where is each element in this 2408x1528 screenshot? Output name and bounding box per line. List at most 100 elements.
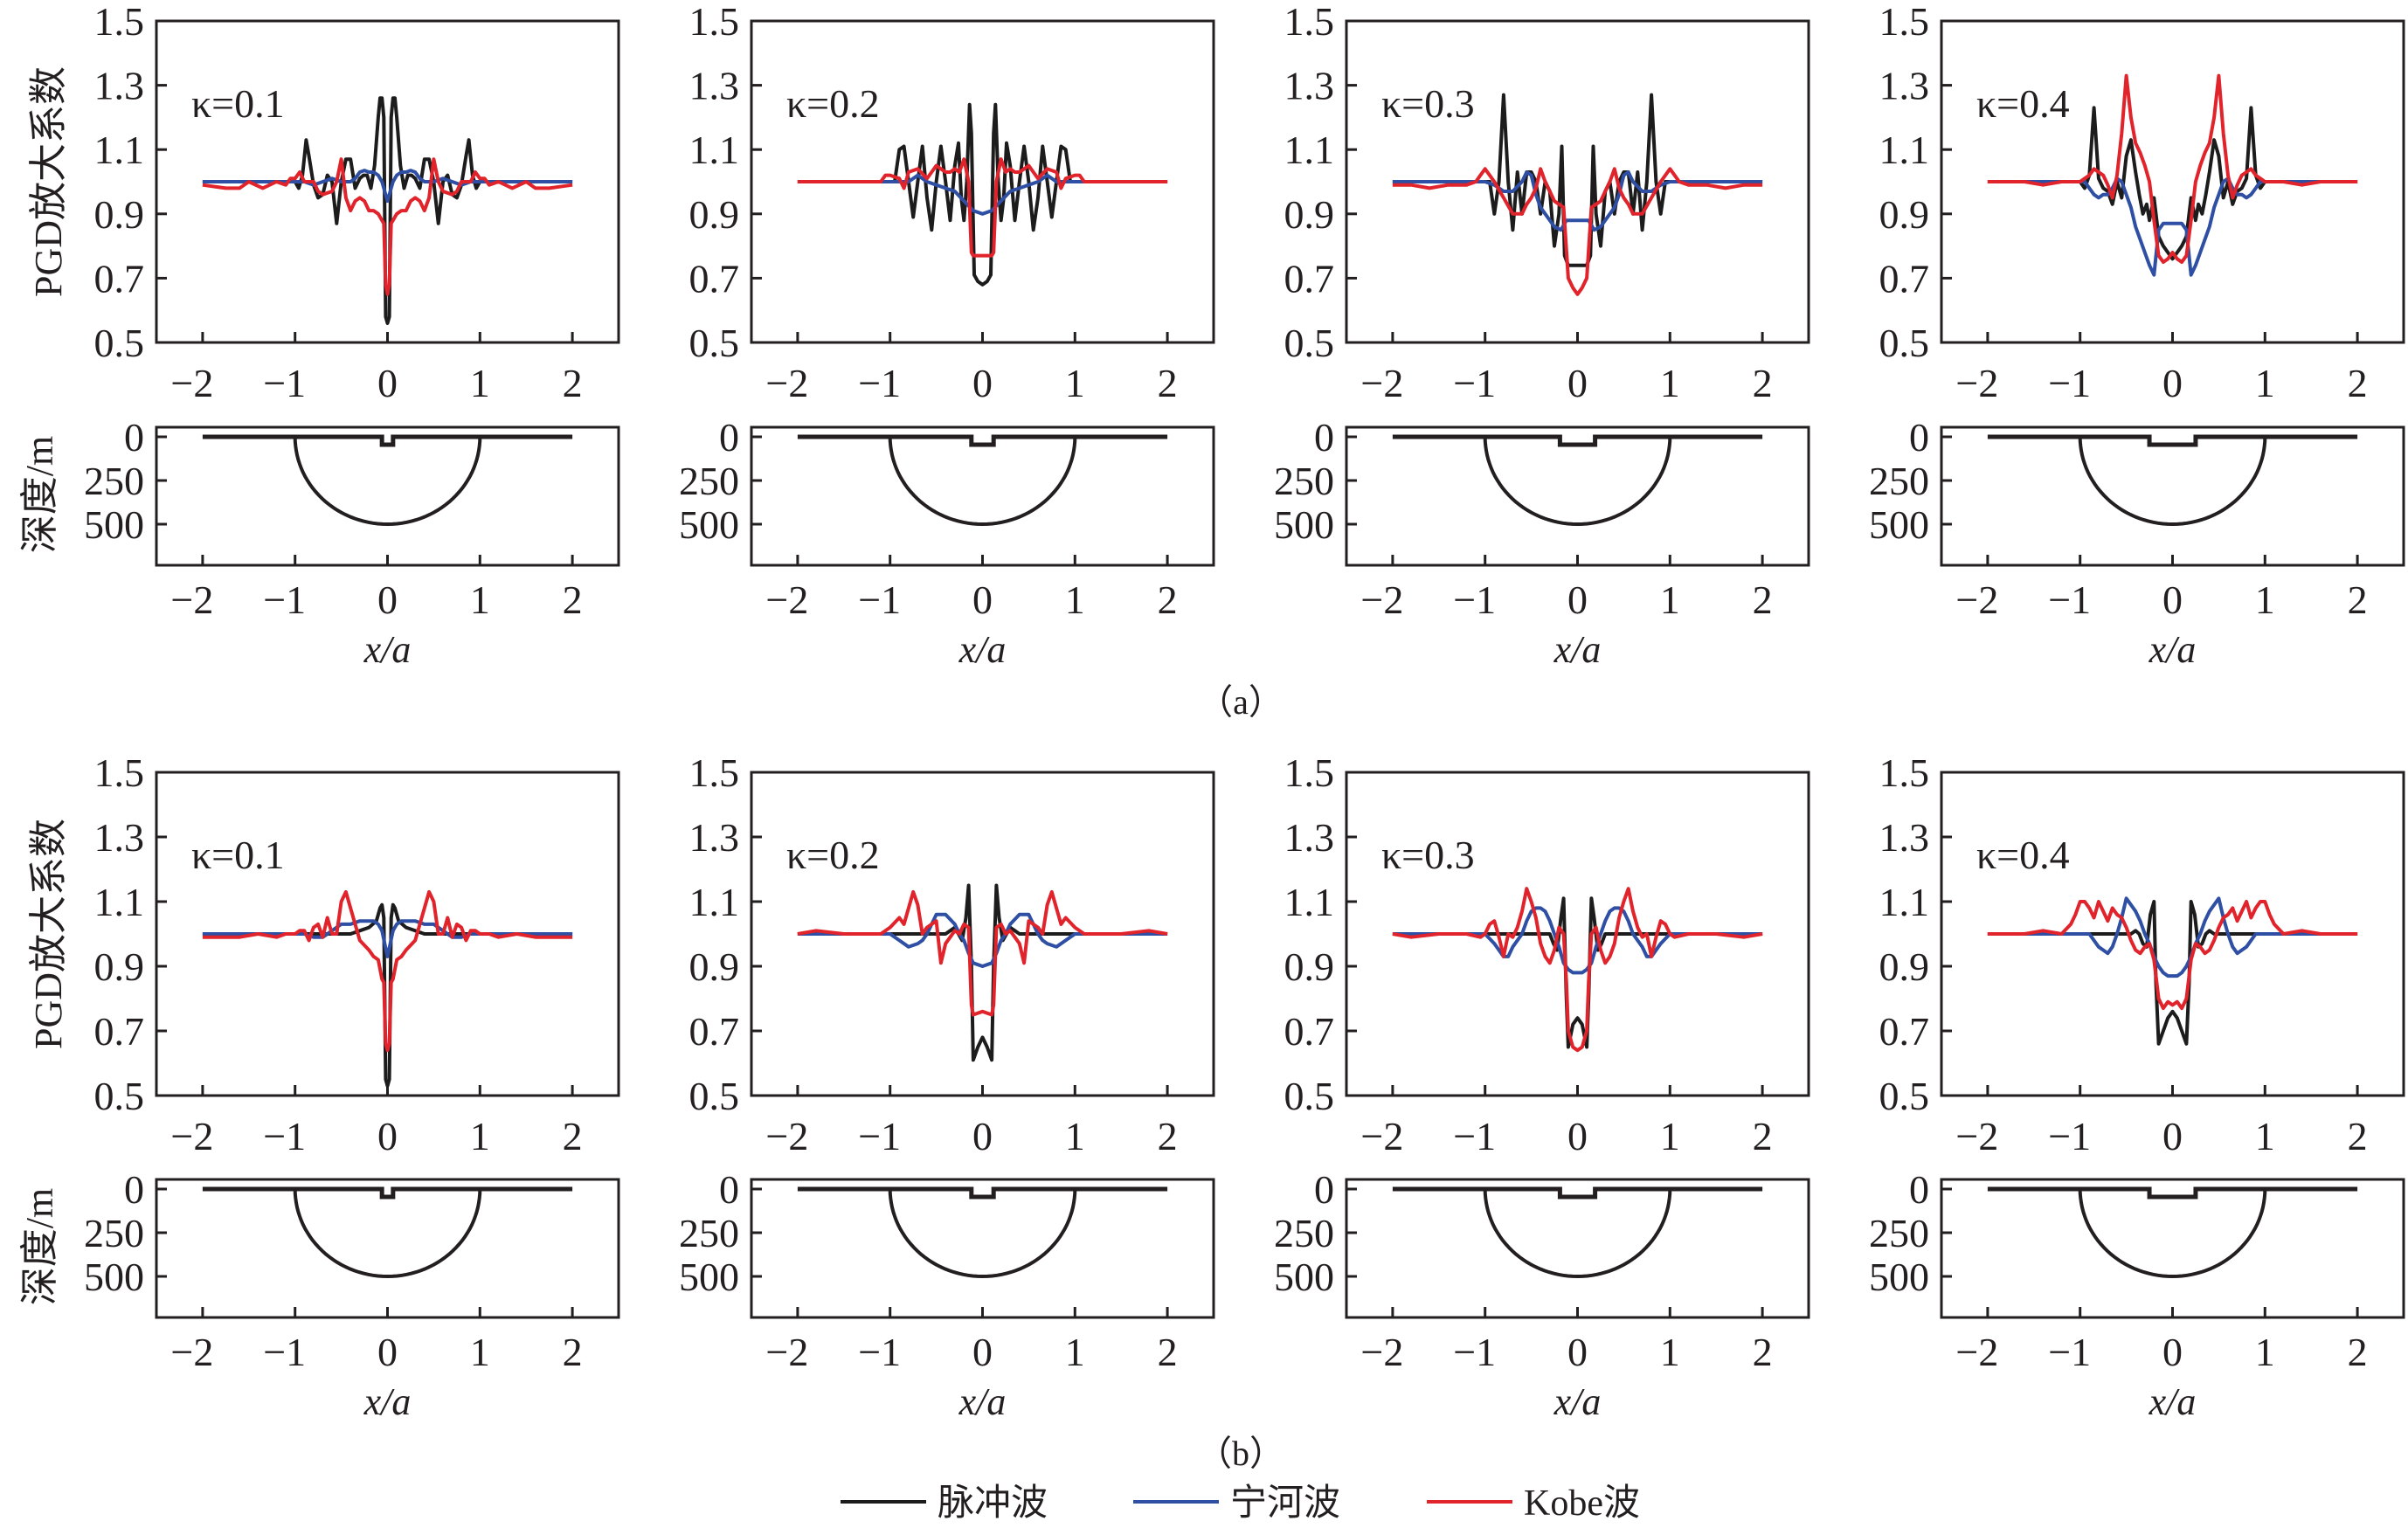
depth-y-tick-label: 250	[1274, 1211, 1334, 1255]
series-line-ninghe	[202, 919, 573, 958]
y-tick-label: 1.3	[94, 64, 145, 108]
series-line-kobe	[202, 157, 573, 296]
series-line-impulse	[1987, 900, 2358, 1046]
y-tick-label: 0.5	[1879, 321, 1930, 365]
y-tick-label: 1.5	[1284, 750, 1335, 795]
depth-x-tick-label: 0	[2162, 577, 2183, 622]
x-tick-label: 0	[972, 361, 993, 405]
panel-b-4: 0.50.70.91.11.31.5−2−2−1−1001122κ=0.4025…	[1869, 750, 2405, 1423]
legend-item-impulse: 脉冲波	[841, 1483, 1048, 1524]
depth-y-tick-label: 500	[1274, 1255, 1334, 1299]
x-axis-title: x/a	[1553, 628, 1602, 671]
x-axis-title: x/a	[2149, 1380, 2197, 1423]
series-line-ninghe	[1392, 906, 1763, 975]
y-tick-label: 0.9	[94, 944, 145, 989]
series-line-impulse	[797, 102, 1168, 287]
legend-item-kobe: Kobe波	[1427, 1483, 1640, 1524]
series-line-ninghe	[202, 169, 573, 204]
y-tick-label: 1.1	[689, 128, 740, 172]
series-line-kobe	[202, 889, 573, 1053]
series-line-ninghe	[1392, 170, 1763, 232]
depth-y-tick-label: 500	[1274, 502, 1334, 547]
x-tick-label: −1	[2048, 1114, 2091, 1158]
x-tick-label: 1	[2255, 361, 2275, 405]
depth-x-tick-label: −2	[170, 577, 213, 622]
y-tick-label: 1.5	[1284, 0, 1335, 44]
x-tick-label: 1	[1065, 361, 1085, 405]
depth-x-tick-label: −1	[263, 1330, 306, 1374]
y-tick-label: 0.5	[1879, 1074, 1930, 1118]
depth-x-tick-label: 1	[2255, 577, 2275, 622]
y-tick-label: 0.9	[1879, 192, 1930, 237]
series-line-ninghe	[797, 173, 1168, 216]
x-axis-title: x/a	[363, 628, 412, 671]
x-tick-label: 2	[1753, 361, 1773, 405]
x-axis-title: x/a	[958, 628, 1007, 671]
y-tick-label: 1.3	[1284, 64, 1335, 108]
depth-y-tick-label: 500	[679, 502, 739, 547]
depth-y-tick-label: 0	[719, 1167, 739, 1212]
depth-x-tick-label: 2	[563, 1330, 583, 1374]
panel-a-3: 0.50.70.91.11.31.5−2−2−1−1001122κ=0.3025…	[1274, 0, 1810, 671]
depth-y-axis-title: 深度/m	[18, 436, 61, 553]
y-tick-label: 0.7	[1284, 1009, 1335, 1054]
y-tick-label: 0.9	[94, 192, 145, 237]
depth-y-tick-label: 250	[1869, 1211, 1929, 1255]
depth-x-tick-label: −1	[2048, 577, 2091, 622]
x-tick-label: 0	[377, 1114, 398, 1158]
depth-plot-frame	[1345, 1178, 1810, 1319]
depth-x-tick-label: 0	[972, 577, 993, 622]
x-tick-label: −1	[2048, 361, 2091, 405]
x-tick-label: 1	[470, 1114, 490, 1158]
x-tick-label: 0	[2162, 361, 2183, 405]
x-tick-label: −2	[1360, 1114, 1403, 1158]
depth-x-tick-label: 2	[2348, 577, 2368, 622]
x-tick-label: −1	[1453, 361, 1496, 405]
subfigure-label-a: （a）	[1198, 682, 1284, 722]
x-axis-title: x/a	[2149, 628, 2197, 671]
series-line-ninghe	[1987, 896, 2358, 978]
y-tick-label: 1.5	[1879, 0, 1930, 44]
x-tick-label: −2	[1360, 361, 1403, 405]
depth-y-tick-label: 0	[124, 1167, 144, 1212]
depth-x-tick-label: 2	[1753, 577, 1773, 622]
basin-boundary-line	[888, 436, 1077, 527]
depth-x-tick-label: 1	[1660, 577, 1680, 622]
depth-y-axis-title: 深度/m	[18, 1188, 61, 1305]
basin-boundary-line	[1483, 1188, 1672, 1279]
depth-y-tick-label: 0	[719, 415, 739, 460]
depth-y-tick-label: 250	[84, 1211, 144, 1255]
series-line-kobe	[1392, 887, 1763, 1053]
y-tick-label: 0.5	[94, 321, 145, 365]
x-tick-label: 2	[563, 361, 583, 405]
depth-x-tick-label: 0	[377, 1330, 398, 1374]
depth-y-tick-label: 0	[1909, 1167, 1929, 1212]
depth-y-tick-label: 0	[1909, 415, 1929, 460]
x-tick-label: −2	[1955, 1114, 1998, 1158]
pgd-y-axis-title: PGD放大系数	[27, 66, 70, 297]
panels: 0.5 0.7 0.9 1.1 1.3 1.5 −2 −2 −1 −1 0 0 1 1 2 2 κ=0.1 PGD…	[18, 0, 2405, 1423]
depth-x-tick-label: −1	[2048, 1330, 2091, 1374]
y-tick-label: 0.7	[689, 1009, 740, 1054]
ground-surface-line	[1987, 1186, 2358, 1200]
depth-x-tick-label: −1	[858, 1330, 901, 1374]
panel-b-2: 0.50.70.91.11.31.5−2−2−1−1001122κ=0.2025…	[679, 750, 1215, 1423]
x-tick-label: 1	[2255, 1114, 2275, 1158]
y-tick-label: 0.9	[689, 192, 740, 237]
depth-plot-frame	[1345, 425, 1810, 567]
legend-label-ninghe: 宁河波	[1230, 1483, 1340, 1524]
series-line-kobe	[797, 157, 1168, 258]
basin-boundary-line	[2078, 1188, 2267, 1279]
ground-surface-line	[202, 434, 573, 447]
series-line-impulse	[1392, 93, 1763, 267]
ground-surface-line	[1392, 1186, 1763, 1200]
y-tick-label: 1.5	[94, 0, 145, 44]
x-tick-label: 2	[1158, 361, 1178, 405]
y-tick-label: 0.7	[1879, 256, 1930, 301]
y-tick-label: 1.5	[689, 0, 740, 44]
depth-x-tick-label: −2	[1955, 1330, 1998, 1374]
y-tick-label: 1.3	[1879, 815, 1930, 860]
y-tick-label: 1.1	[1879, 880, 1930, 924]
depth-y-tick-label: 0	[124, 415, 144, 460]
depth-x-tick-label: 2	[2348, 1330, 2368, 1374]
